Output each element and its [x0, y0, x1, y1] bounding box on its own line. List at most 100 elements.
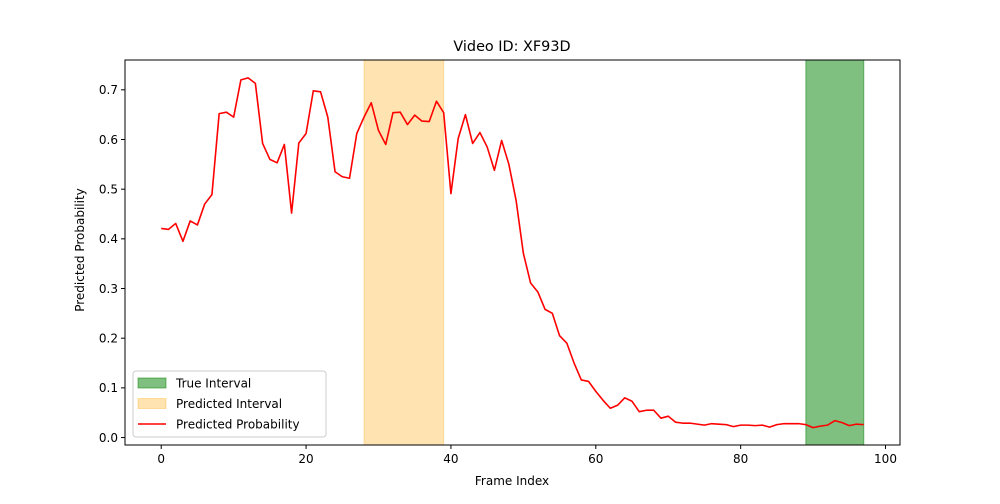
y-tick-label: 0.5	[99, 182, 118, 196]
data-point	[233, 116, 235, 118]
data-point	[305, 133, 307, 135]
data-point	[631, 400, 633, 402]
y-tick-label: 0.0	[99, 431, 118, 445]
true-interval-band	[805, 59, 865, 446]
data-point	[689, 422, 691, 424]
data-point	[725, 424, 727, 426]
data-point	[204, 203, 206, 205]
x-tick-label: 40	[443, 452, 458, 466]
data-point	[175, 223, 177, 225]
series-line-predicted-probability	[161, 77, 864, 429]
x-tick-label: 80	[733, 452, 748, 466]
data-point	[595, 390, 597, 392]
data-point	[769, 426, 771, 428]
data-point	[573, 362, 575, 364]
data-point	[624, 397, 626, 399]
y-axis-label: Predicted Probability	[73, 188, 87, 312]
data-point	[385, 144, 387, 146]
data-point	[747, 424, 749, 426]
data-point	[240, 79, 242, 81]
data-point	[276, 162, 278, 164]
data-point	[740, 424, 742, 426]
data-point	[262, 143, 264, 145]
data-point	[798, 423, 800, 425]
data-point	[675, 421, 677, 423]
data-point	[486, 146, 488, 148]
data-point	[617, 404, 619, 406]
data-point	[414, 114, 416, 116]
data-point	[428, 121, 430, 123]
data-point	[493, 169, 495, 171]
x-tick-label: 20	[298, 452, 313, 466]
data-point	[682, 422, 684, 424]
legend-box	[132, 370, 327, 438]
data-point	[334, 171, 336, 173]
data-point	[856, 423, 858, 425]
x-tick-label: 100	[874, 452, 897, 466]
data-point	[182, 240, 184, 242]
legend-label: Predicted Probability	[176, 418, 300, 432]
data-point	[754, 425, 756, 427]
data-point	[320, 91, 322, 93]
x-axis-label: Frame Index	[475, 474, 549, 488]
data-point	[530, 282, 532, 284]
data-point	[711, 423, 713, 425]
data-point	[863, 424, 865, 426]
x-tick-label: 60	[588, 452, 603, 466]
data-point	[805, 424, 807, 426]
legend-swatch	[137, 377, 167, 389]
data-point	[834, 420, 836, 422]
data-point	[827, 424, 829, 426]
data-point	[378, 130, 380, 132]
data-point	[168, 229, 170, 231]
data-point	[218, 113, 220, 115]
data-point	[443, 112, 445, 114]
x-tick-label: 0	[157, 452, 165, 466]
data-point	[776, 424, 778, 426]
data-point	[501, 140, 503, 142]
data-point	[522, 252, 524, 254]
y-tick-label: 0.3	[99, 282, 118, 296]
data-point	[812, 427, 814, 429]
data-point	[718, 423, 720, 425]
data-point	[588, 381, 590, 383]
data-point	[399, 111, 401, 113]
data-point	[226, 111, 228, 113]
data-point	[609, 407, 611, 409]
data-point	[537, 291, 539, 293]
data-point	[819, 425, 821, 427]
data-point	[211, 194, 213, 196]
data-point	[421, 120, 423, 122]
data-point	[761, 424, 763, 426]
data-point	[363, 116, 365, 118]
data-point	[580, 379, 582, 381]
data-point	[254, 82, 256, 84]
data-point	[602, 399, 604, 401]
data-point	[407, 124, 409, 126]
data-point	[472, 143, 474, 145]
axes-frame	[124, 59, 901, 446]
data-point	[457, 138, 459, 140]
data-point	[479, 132, 481, 134]
data-point	[566, 342, 568, 344]
data-point	[356, 133, 358, 135]
y-tick-label: 0.2	[99, 331, 118, 345]
data-point	[392, 112, 394, 114]
data-point	[638, 411, 640, 413]
data-point	[349, 177, 351, 179]
legend-swatch	[137, 398, 167, 409]
data-point	[465, 114, 467, 116]
data-point	[312, 90, 314, 92]
data-point	[559, 335, 561, 337]
data-point	[551, 312, 553, 314]
data-point	[646, 409, 648, 411]
data-point	[283, 144, 285, 146]
data-point	[269, 158, 271, 160]
data-point	[841, 422, 843, 424]
legend-label: Predicted Interval	[176, 397, 282, 411]
data-point	[508, 163, 510, 165]
data-point	[370, 102, 372, 104]
y-tick-label: 0.7	[99, 83, 118, 97]
data-point	[660, 417, 662, 419]
data-point	[696, 423, 698, 425]
